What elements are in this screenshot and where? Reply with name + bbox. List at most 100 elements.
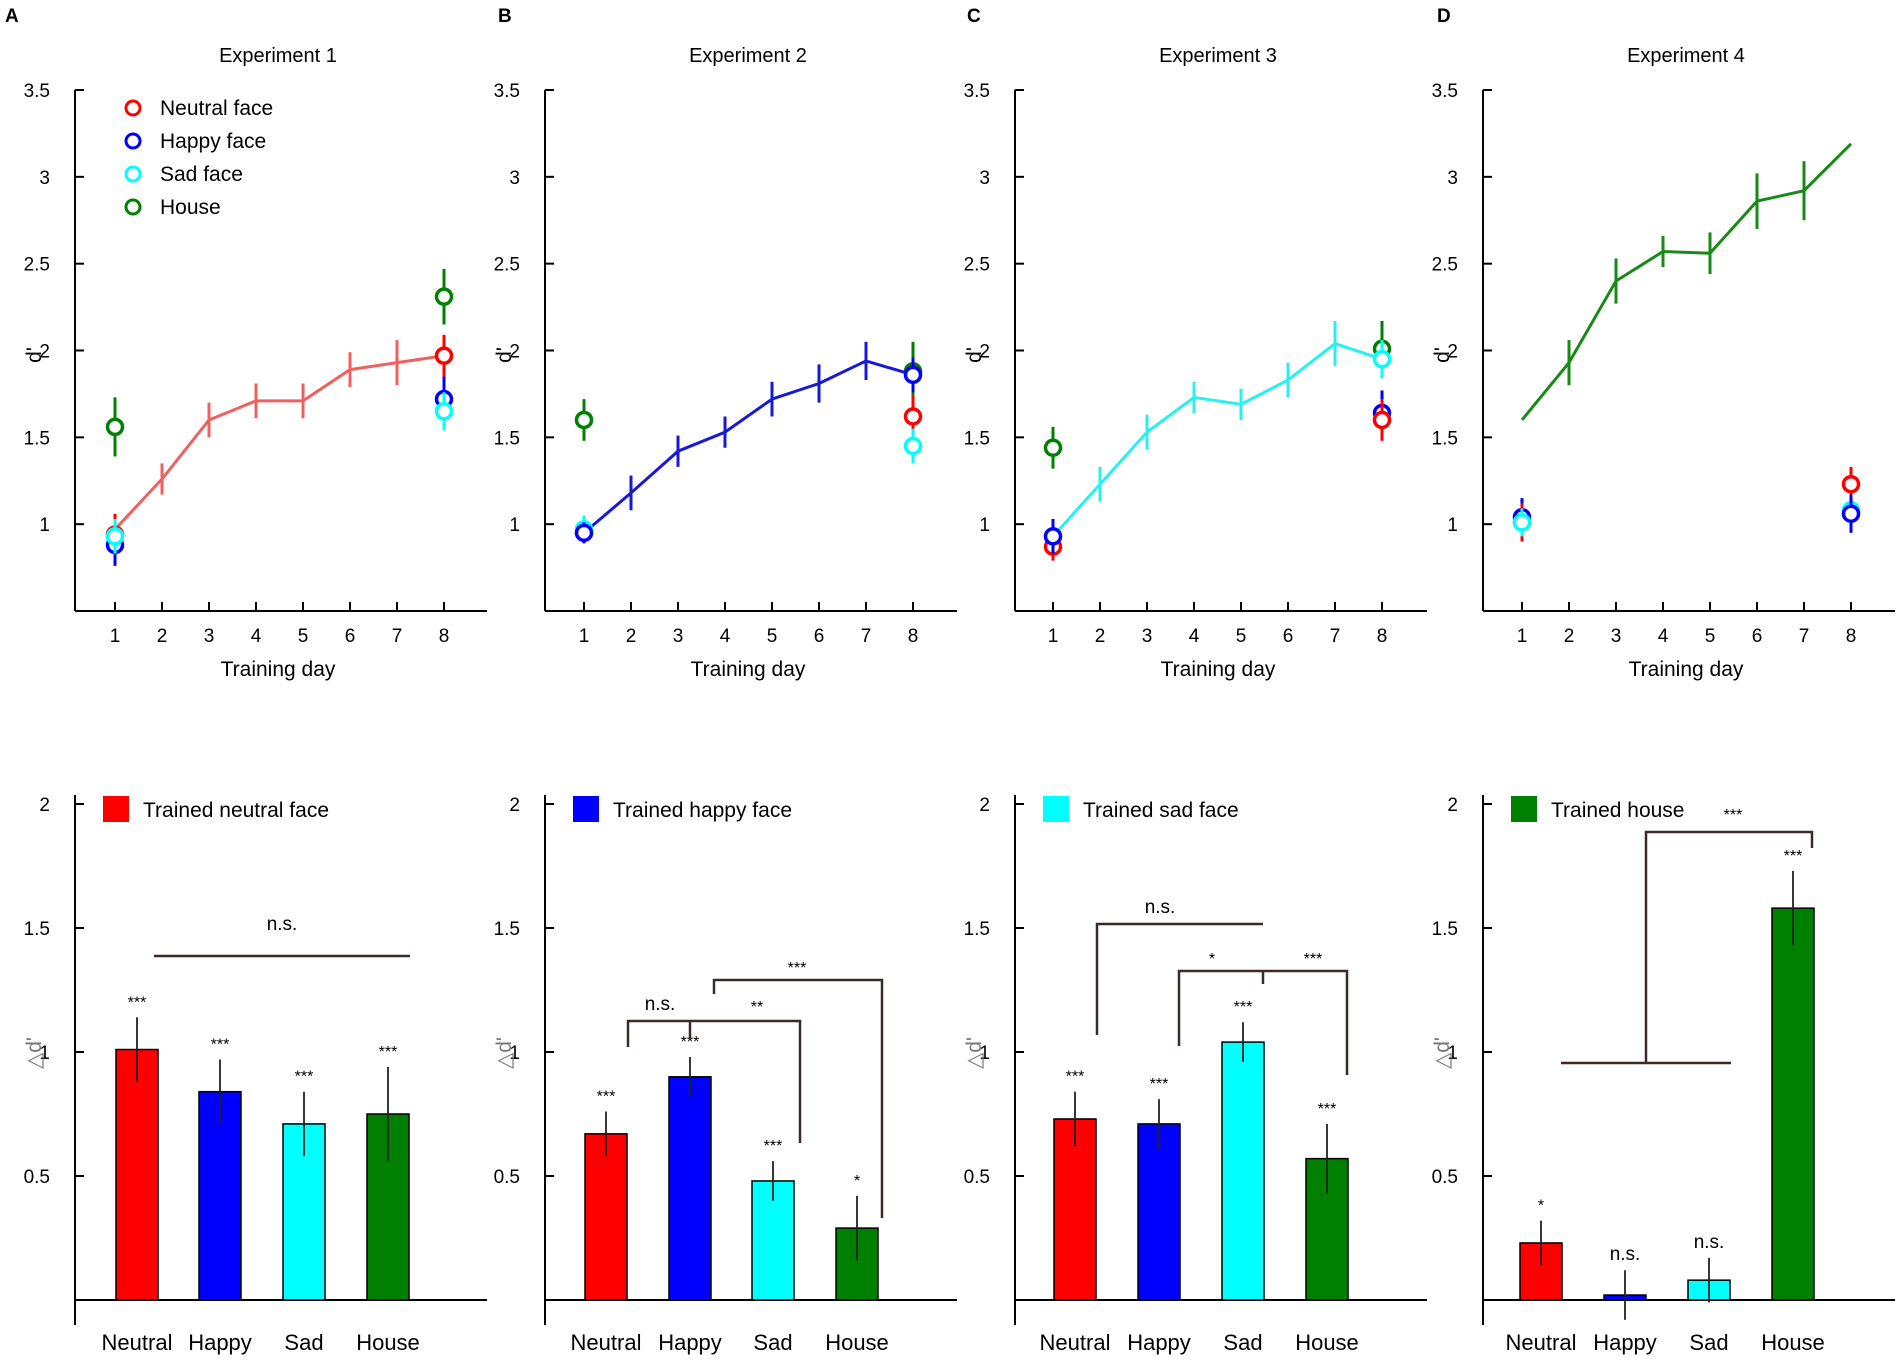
x-tick-label: 5 <box>298 626 309 647</box>
y-tick-label: 1 <box>509 515 520 536</box>
y-tick-label: 1 <box>1447 515 1458 536</box>
x-tick-label: 1 <box>1048 626 1059 647</box>
x-axis-label: Training day <box>221 658 336 681</box>
y-tick-label: 3 <box>1447 168 1458 189</box>
category-label: House <box>1295 1330 1359 1355</box>
bar <box>1221 1041 1265 1301</box>
y-tick-label: 0.5 <box>1432 1167 1458 1188</box>
y-tick-label: 2.5 <box>964 255 990 276</box>
y-tick-label: 1.5 <box>494 919 520 940</box>
significance-label: *** <box>295 1069 314 1086</box>
legend-label: Trained happy face <box>613 799 792 822</box>
y-tick-label: 3.5 <box>494 81 520 102</box>
comparison-label: *** <box>1304 951 1323 968</box>
y-tick-label: 0.5 <box>24 1167 50 1188</box>
training-series-line <box>1520 142 1853 421</box>
significance-label: * <box>1538 1198 1544 1215</box>
y-axis-label: d' <box>493 347 516 363</box>
category-label: Happy <box>1593 1330 1657 1355</box>
y-tick-label: 3.5 <box>24 81 50 102</box>
category-label: Neutral <box>1506 1330 1577 1355</box>
significance-label: *** <box>211 1036 230 1053</box>
bar <box>1137 1123 1181 1301</box>
comparison-label: n.s. <box>1145 897 1176 918</box>
x-tick-label: 3 <box>673 626 684 647</box>
comparison-label: n.s. <box>267 914 298 935</box>
panel-letter: C <box>967 6 981 27</box>
x-tick-label: 4 <box>720 626 731 647</box>
data-point-marker <box>105 527 125 546</box>
y-tick-label: 0.5 <box>494 1167 520 1188</box>
comparison-bracket <box>1644 830 1814 1063</box>
significance-label: *** <box>764 1138 783 1155</box>
x-tick-label: 4 <box>251 626 262 647</box>
x-tick-label: 5 <box>1705 626 1716 647</box>
y-axis-label: △d' <box>963 1037 986 1069</box>
category-label: Sad <box>1223 1330 1262 1355</box>
data-point-marker <box>903 407 923 426</box>
line-panel-D: D Experiment 4 1 1.5 2 2.5 3 3.5 1 2 3 4 5 6 7 8 Trainin… <box>1431 6 1895 681</box>
y-tick-label: 0.5 <box>964 1167 990 1188</box>
bar-panel-A-bottom: 0.5 1 1.5 2 △d' Trained neutral face *** Neutra… <box>23 795 487 1355</box>
comparison-label: ** <box>751 999 763 1016</box>
y-tick-label: 1.5 <box>1432 919 1458 940</box>
y-tick-label: 1 <box>979 1043 990 1064</box>
y-axis-label: △d' <box>1431 1037 1454 1069</box>
x-tick-label: 1 <box>1517 626 1528 647</box>
y-tick-label: 1 <box>979 515 990 536</box>
category-label: Happy <box>188 1330 252 1355</box>
y-tick-label: 1.5 <box>1432 428 1458 449</box>
x-tick-label: 8 <box>908 626 919 647</box>
x-tick-label: 6 <box>814 626 825 647</box>
x-tick-label: 5 <box>767 626 778 647</box>
data-point-marker <box>434 402 454 421</box>
data-point-marker <box>434 346 454 365</box>
y-tick-label: 2.5 <box>494 255 520 276</box>
y-tick-label: 2 <box>979 342 990 363</box>
significance-label: n.s. <box>1610 1244 1641 1265</box>
x-tick-label: 1 <box>579 626 590 647</box>
y-tick-label: 2 <box>509 795 520 816</box>
legend-swatch <box>1511 796 1537 822</box>
y-tick-label: 3 <box>39 168 50 189</box>
comparison-label: *** <box>788 960 807 977</box>
training-series-line <box>583 359 914 534</box>
comparison-label: n.s. <box>645 994 676 1015</box>
y-tick-label: 1 <box>39 515 50 536</box>
y-tick-label: 3 <box>979 168 990 189</box>
x-axis-label: Training day <box>1629 658 1744 681</box>
y-axis-label: △d' <box>23 1037 46 1069</box>
panel-letter: A <box>5 6 19 27</box>
comparison-bracket <box>626 1019 802 1143</box>
comparison-bracket <box>1095 922 1263 1035</box>
x-tick-label: 2 <box>1564 626 1575 647</box>
y-tick-label: 3 <box>509 168 520 189</box>
legend-marker <box>124 165 142 183</box>
y-axis-label: △d' <box>493 1037 516 1069</box>
y-axis-label: d' <box>1431 347 1454 363</box>
x-tick-label: 2 <box>157 626 168 647</box>
y-tick-label: 2.5 <box>1432 255 1458 276</box>
category-label: Neutral <box>571 1330 642 1355</box>
x-tick-label: 2 <box>1095 626 1106 647</box>
bar <box>668 1076 712 1301</box>
data-point-marker <box>903 436 923 456</box>
line-panel-A: A Experiment 1 1 1.5 2 2.5 3 3.5 1 2 3 4 5 6 7 8 Trainin… <box>5 6 487 681</box>
data-point-marker <box>1512 513 1532 532</box>
x-tick-label: 7 <box>1330 626 1341 647</box>
y-tick-label: 2.5 <box>24 255 50 276</box>
bar-panel-B-bottom: 0.511.52△d'Trained happy face***Neutral*… <box>493 795 957 1355</box>
significance-label: *** <box>1234 999 1253 1016</box>
y-tick-label: 2 <box>509 342 520 363</box>
legend-marker <box>124 198 142 216</box>
y-tick-label: 1.5 <box>964 428 990 449</box>
data-point-marker <box>1841 474 1861 494</box>
data-point-marker <box>574 410 594 430</box>
line-panel-B: B Experiment 2 1 1.5 2 2.5 3 3.5 1 2 3 4 5 6 7 8 Trainin… <box>493 6 957 681</box>
category-label: Sad <box>753 1330 792 1355</box>
x-tick-label: 6 <box>1752 626 1763 647</box>
category-label: Happy <box>1127 1330 1191 1355</box>
data-point-marker <box>1043 527 1063 546</box>
x-tick-label: 6 <box>1283 626 1294 647</box>
